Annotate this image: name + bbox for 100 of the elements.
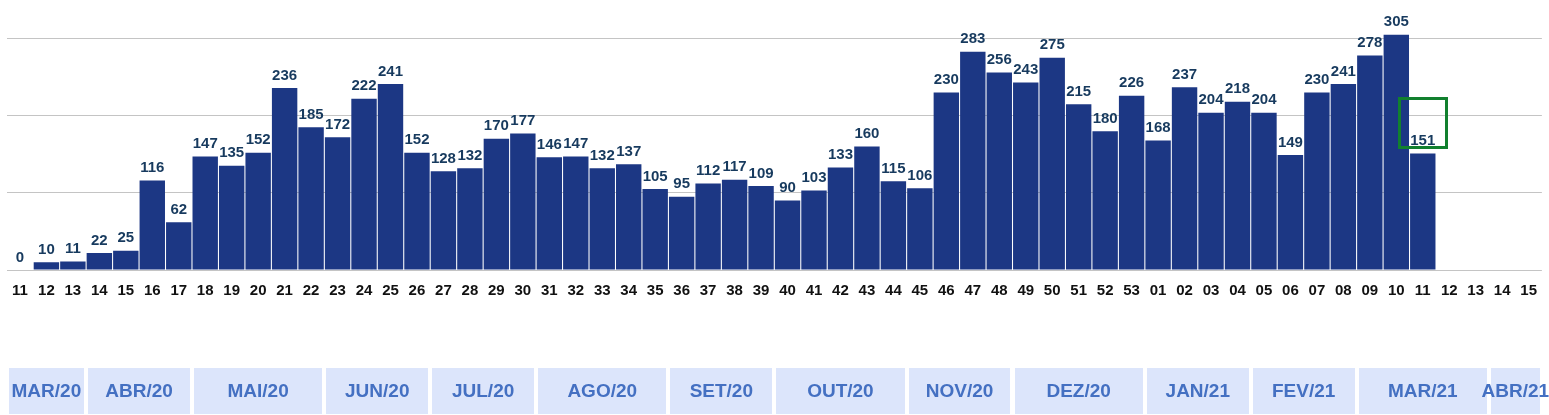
x-tick-label: 47 — [964, 281, 982, 299]
text: FEV/21 — [1252, 368, 1355, 414]
text: JUL/20 — [432, 368, 535, 414]
x-tick-label: 24 — [355, 281, 374, 299]
x-tick-label: 04 — [1229, 281, 1247, 299]
x-tick-label: 48 — [990, 281, 1008, 299]
x-tick-label: 14 — [91, 281, 109, 299]
x-tick-label: 13 — [1467, 281, 1485, 299]
data-label: 305 — [1383, 12, 1409, 30]
data-label: 230 — [1304, 70, 1330, 88]
data-label: 11 — [64, 239, 81, 257]
data-label: 180 — [1092, 108, 1118, 126]
data-label: 152 — [245, 130, 271, 148]
text: SET/20 — [670, 368, 773, 414]
text: MAR/20 — [8, 368, 85, 414]
text: DEZ/20 — [1014, 368, 1143, 414]
x-tick-label: 37 — [699, 281, 717, 299]
x-tick-label: 41 — [805, 281, 823, 299]
data-label: 135 — [219, 143, 245, 161]
data-label: 241 — [1330, 61, 1356, 79]
data-label: 283 — [960, 29, 986, 47]
x-tick-label: 17 — [170, 281, 188, 299]
x-tick-label: 40 — [779, 281, 796, 299]
data-label: 109 — [748, 163, 774, 181]
x-tick-label: 15 — [1520, 281, 1537, 299]
data-label: 230 — [933, 70, 959, 88]
data-label: 185 — [298, 104, 324, 122]
x-tick-label: 20 — [249, 281, 267, 299]
x-tick-label: 13 — [64, 281, 82, 299]
x-tick-label: 07 — [1308, 281, 1326, 299]
data-label: 115 — [881, 158, 906, 176]
x-tick-label: 06 — [1282, 281, 1299, 299]
data-label: 0 — [15, 247, 25, 265]
data-label: 177 — [510, 111, 536, 129]
x-tick-label: 46 — [937, 281, 955, 299]
data-label: 132 — [457, 145, 483, 163]
data-label: 133 — [827, 145, 853, 163]
x-tick-label: 33 — [593, 281, 611, 299]
x-tick-label: 30 — [514, 281, 532, 299]
x-tick-label: 10 — [1387, 281, 1405, 299]
data-label: 62 — [170, 199, 188, 217]
data-label: 275 — [1039, 35, 1065, 53]
x-tick-label: 38 — [726, 281, 743, 299]
x-tick-label: 02 — [1176, 281, 1193, 299]
x-tick-label: 36 — [673, 281, 690, 299]
text: OUT/20 — [776, 368, 905, 414]
x-tick-label: 28 — [461, 281, 479, 299]
data-label: 215 — [1066, 81, 1092, 99]
x-tick-label: 42 — [832, 281, 849, 299]
data-label: 170 — [483, 116, 509, 134]
data-label: 147 — [192, 134, 218, 152]
x-tick-label: 29 — [488, 281, 505, 299]
data-label: 106 — [907, 165, 933, 183]
data-label: 278 — [1357, 33, 1383, 51]
x-tick-label: 14 — [1493, 281, 1512, 299]
data-label: 168 — [1145, 118, 1171, 136]
data-label: 152 — [404, 130, 430, 148]
data-label: 172 — [325, 114, 351, 132]
x-tick-label: 08 — [1335, 281, 1352, 299]
data-label: 160 — [854, 124, 880, 142]
x-tick-label: 23 — [329, 281, 346, 299]
x-tick-label: 12 — [38, 281, 55, 299]
x-tick-label: 51 — [1070, 281, 1088, 299]
data-label: 132 — [589, 145, 615, 163]
data-label: 241 — [377, 61, 404, 79]
data-label: 10 — [38, 239, 55, 257]
data-label: 256 — [986, 50, 1012, 68]
data-label: 128 — [430, 148, 456, 166]
text: JAN/21 — [1146, 368, 1249, 414]
data-label: 204 — [1251, 90, 1278, 108]
x-tick-label: 44 — [885, 281, 903, 299]
data-label: 116 — [140, 158, 165, 176]
x-tick-label: 49 — [1017, 281, 1035, 299]
data-label: 95 — [673, 174, 690, 192]
x-tick-label: 50 — [1043, 281, 1061, 299]
data-label: 103 — [801, 168, 827, 186]
data-label: 137 — [616, 141, 642, 159]
data-label: 117 — [722, 157, 747, 175]
text: AGO/20 — [538, 368, 667, 414]
x-tick-label: 05 — [1255, 281, 1273, 299]
x-tick-label: 52 — [1096, 281, 1114, 299]
x-tick-label: 27 — [435, 281, 452, 299]
data-label: 204 — [1198, 90, 1225, 108]
text: MAI/20 — [193, 368, 323, 414]
text: ABR/21 — [1481, 379, 1549, 403]
data-label: 22 — [91, 230, 108, 248]
x-tick-label: 39 — [752, 281, 770, 299]
text: ABR/20 — [88, 368, 190, 414]
data-label: 149 — [1277, 132, 1303, 150]
data-label: 237 — [1172, 64, 1198, 82]
x-tick-label: 03 — [1202, 281, 1220, 299]
data-label: 243 — [1013, 60, 1039, 78]
text: JUN/20 — [326, 368, 429, 414]
x-tick-label: 11 — [12, 281, 28, 299]
data-label: 90 — [779, 178, 796, 196]
data-label: 147 — [563, 134, 589, 152]
data-label: 222 — [351, 76, 377, 94]
data-label: 226 — [1119, 73, 1145, 91]
x-tick-label: 18 — [196, 281, 214, 299]
text: MAR/21 — [1387, 380, 1458, 401]
